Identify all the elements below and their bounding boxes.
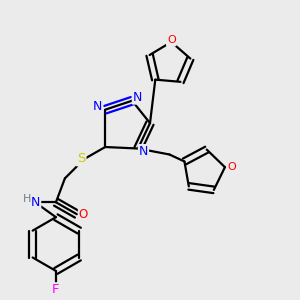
Text: O: O [79,208,88,221]
Text: N: N [133,91,142,103]
Text: N: N [139,145,148,158]
Text: O: O [227,162,236,172]
Text: N: N [93,100,102,112]
Text: H: H [22,194,31,204]
Text: N: N [31,196,40,209]
Text: O: O [167,35,176,46]
Text: S: S [77,152,86,166]
Text: F: F [52,283,60,296]
